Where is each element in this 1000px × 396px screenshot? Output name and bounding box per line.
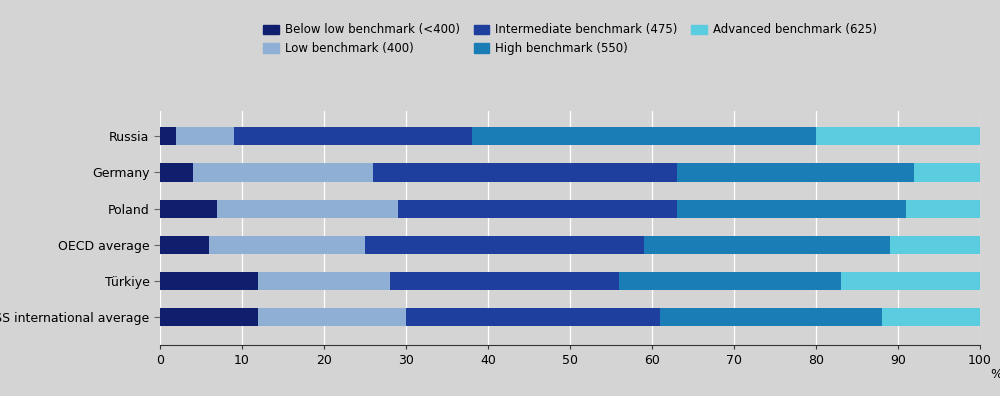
Bar <box>677 200 906 218</box>
Bar <box>160 308 258 326</box>
Bar <box>619 272 841 290</box>
Bar <box>160 200 217 218</box>
Bar <box>644 236 890 254</box>
Bar <box>176 127 234 145</box>
Bar <box>258 272 390 290</box>
Bar <box>160 272 258 290</box>
Bar <box>406 308 660 326</box>
Legend: Below low benchmark (<400), Low benchmark (400), Intermediate benchmark (475), H: Below low benchmark (<400), Low benchmar… <box>259 19 881 60</box>
Bar <box>365 236 644 254</box>
Bar <box>890 236 980 254</box>
Bar <box>472 127 816 145</box>
Bar <box>258 308 406 326</box>
Bar <box>209 236 365 254</box>
Bar <box>160 164 193 181</box>
Bar <box>217 200 398 218</box>
Bar <box>660 308 882 326</box>
Bar <box>160 127 176 145</box>
Bar <box>882 308 980 326</box>
Bar <box>390 272 619 290</box>
Bar <box>373 164 677 181</box>
X-axis label: %: % <box>990 368 1000 381</box>
Bar <box>841 272 980 290</box>
Bar <box>677 164 914 181</box>
Bar <box>816 127 980 145</box>
Bar <box>906 200 980 218</box>
Bar <box>398 200 677 218</box>
Bar <box>160 236 209 254</box>
Bar <box>914 164 980 181</box>
Bar <box>193 164 373 181</box>
Bar <box>234 127 472 145</box>
